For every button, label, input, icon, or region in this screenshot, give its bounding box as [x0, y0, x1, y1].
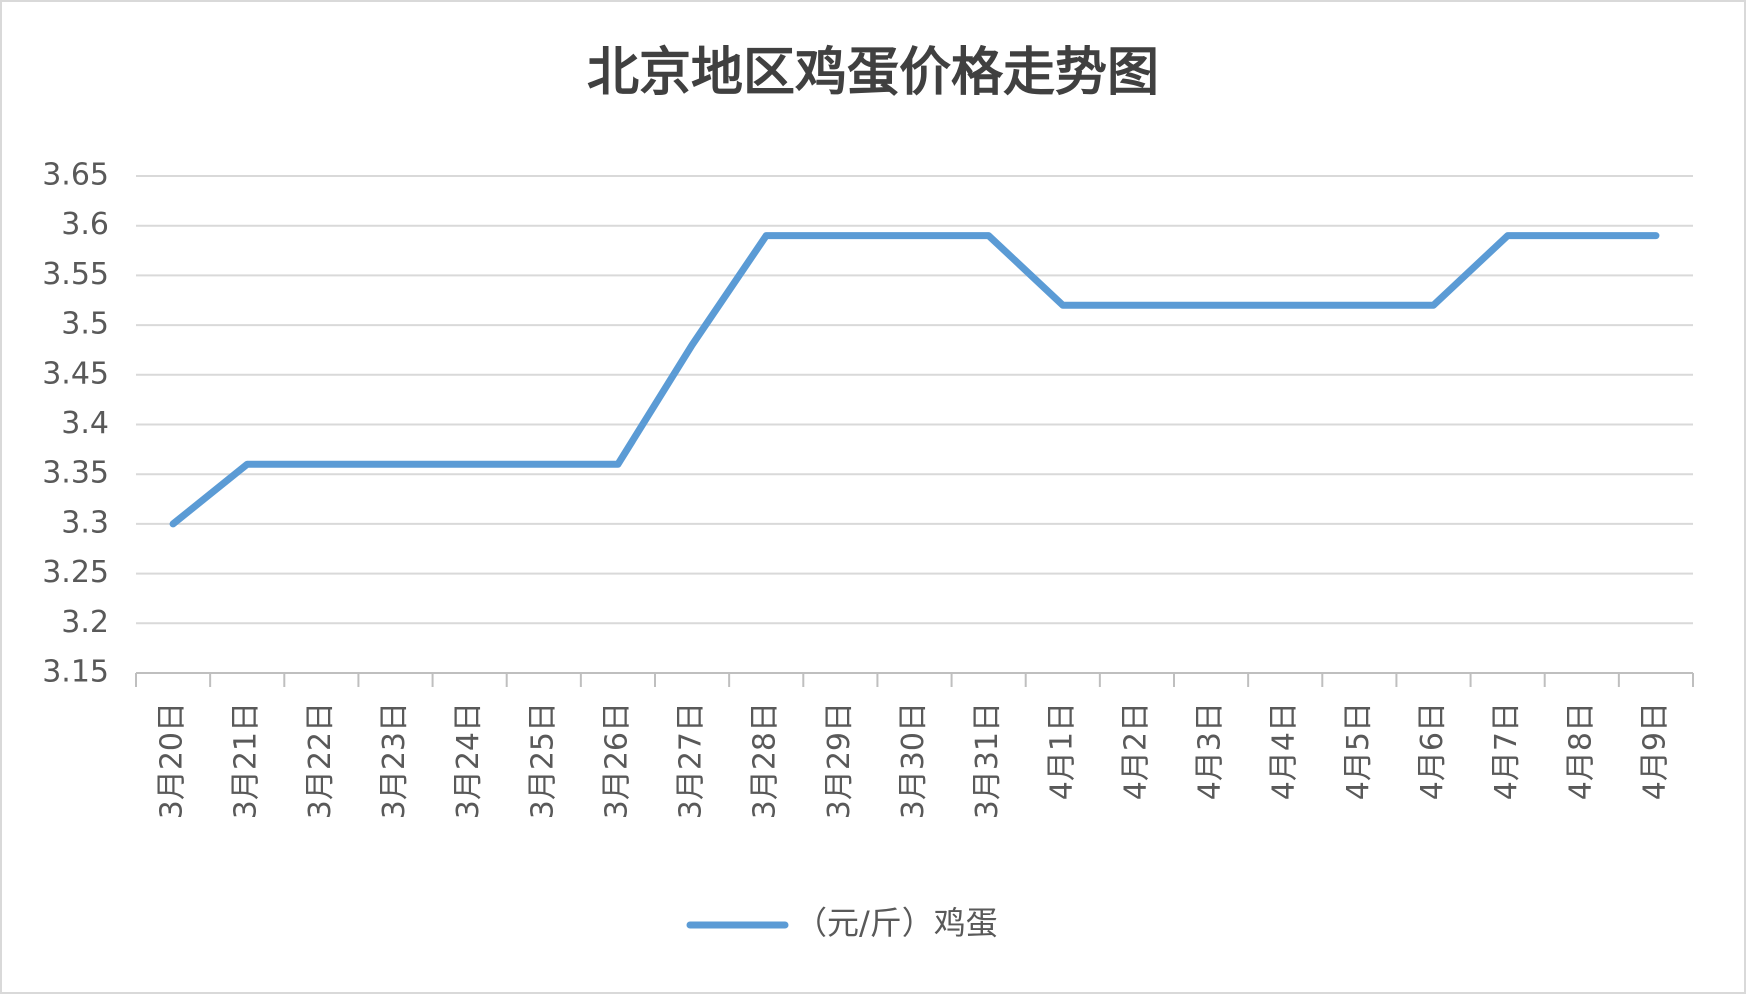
x-tick-label: 3月29日 — [822, 702, 857, 819]
y-tick-label: 3.55 — [42, 257, 109, 292]
x-tick-label: 3月28日 — [748, 702, 783, 819]
x-tick-label: 3月21日 — [229, 702, 264, 819]
x-tick-label: 4月8日 — [1563, 702, 1598, 800]
x-tick-label: 4月9日 — [1637, 702, 1672, 800]
x-tick-label: 4月5日 — [1341, 702, 1376, 800]
x-tick-label: 3月31日 — [970, 702, 1005, 819]
x-tick-label: 4月4日 — [1267, 702, 1302, 800]
x-tick-label: 4月6日 — [1415, 702, 1450, 800]
y-tick-label: 3.3 — [61, 505, 109, 540]
x-tick-label: 4月7日 — [1489, 702, 1524, 800]
x-tick-label: 3月23日 — [377, 702, 412, 819]
y-tick-label: 3.65 — [42, 158, 109, 193]
y-tick-label: 3.2 — [61, 605, 109, 640]
x-tick-label: 3月25日 — [525, 702, 560, 819]
x-tick-label: 3月30日 — [896, 702, 931, 819]
x-tick-label: 3月27日 — [674, 702, 709, 819]
series-line — [169, 232, 1660, 528]
chart-title: 北京地区鸡蛋价格走势图 — [587, 43, 1159, 103]
y-tick-label: 3.4 — [61, 406, 109, 441]
x-tick-label: 3月20日 — [155, 702, 190, 819]
x-tick-label: 3月22日 — [303, 702, 338, 819]
y-tick-label: 3.5 — [61, 307, 109, 342]
y-tick-label: 3.25 — [42, 555, 109, 590]
legend-label: （元/斤）鸡蛋 — [795, 904, 998, 942]
x-tick-label: 4月1日 — [1044, 702, 1079, 800]
y-tick-label: 3.45 — [42, 356, 109, 391]
y-tick-label: 3.15 — [42, 655, 109, 690]
y-tick-label: 3.35 — [42, 456, 109, 491]
y-tick-label: 3.6 — [61, 207, 109, 242]
x-tick-label: 4月2日 — [1118, 702, 1153, 800]
x-tick-label: 3月26日 — [599, 702, 634, 819]
x-tick-label: 4月3日 — [1193, 702, 1228, 800]
x-tick-label: 3月24日 — [451, 702, 486, 819]
